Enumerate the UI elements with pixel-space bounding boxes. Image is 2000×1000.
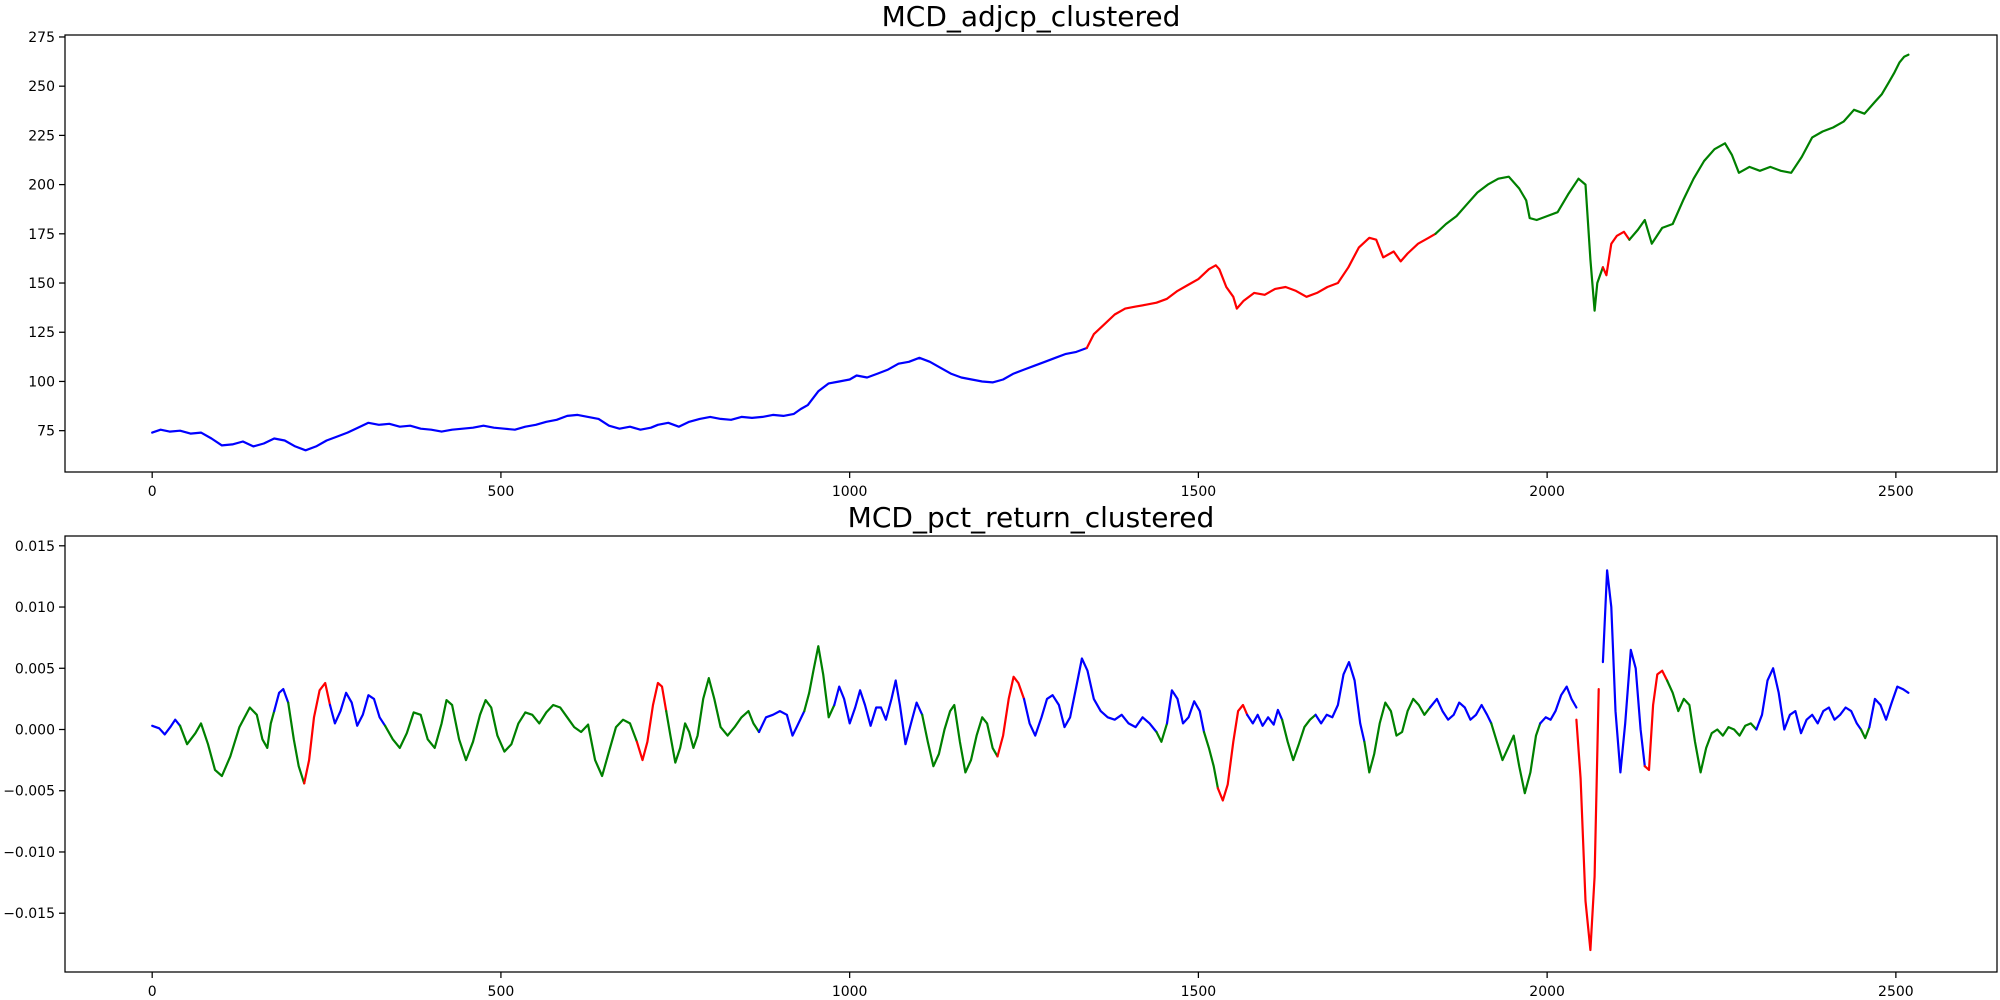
series-segment-blue bbox=[1165, 689, 1206, 734]
series-segment-blue bbox=[1246, 708, 1284, 727]
y-tick-label: 200 bbox=[28, 178, 55, 194]
series-segment-blue bbox=[1755, 667, 1863, 735]
series-segment-green bbox=[921, 703, 999, 774]
series-segment-green bbox=[1490, 722, 1542, 795]
series-segment-green bbox=[1202, 730, 1219, 790]
y-tick-label: 225 bbox=[28, 128, 55, 144]
y-tick-label: 0.010 bbox=[15, 600, 55, 616]
chart-title: MCD_adjcp_clustered bbox=[882, 0, 1181, 33]
series-segment-green bbox=[1666, 679, 1758, 774]
series-segment-green bbox=[384, 699, 638, 778]
series-segment-green bbox=[1363, 697, 1432, 774]
series-segment-red bbox=[1643, 669, 1669, 771]
x-tick-label: 2000 bbox=[1529, 984, 1565, 1000]
y-axis: −0.015 −0.010 −0.005 0.000 0.005 0.010 0.015 bbox=[3, 539, 65, 922]
series-segment-blue bbox=[1601, 569, 1646, 774]
series-segment-green bbox=[665, 677, 761, 764]
series-segment-green bbox=[803, 645, 836, 719]
y-axis: 75 100 125 150 175 200 225 250 275 bbox=[28, 30, 65, 440]
y-tick-label: 0.000 bbox=[15, 723, 55, 739]
series-segment-red bbox=[1085, 232, 1437, 350]
series-segment-blue bbox=[1539, 685, 1578, 725]
x-tick-label: 500 bbox=[488, 984, 515, 1000]
series-segment-blue bbox=[151, 346, 1088, 452]
plot-area bbox=[151, 569, 1910, 952]
y-tick-label: 0.015 bbox=[15, 539, 55, 555]
series-segment-blue bbox=[273, 688, 290, 713]
y-tick-label: −0.005 bbox=[3, 784, 55, 800]
y-tick-label: 125 bbox=[28, 325, 55, 341]
x-tick-label: 500 bbox=[488, 484, 515, 500]
chart-adjcp-clustered: MCD_adjcp_clustered 0 500 1000 1500 2000 2500… bbox=[28, 0, 1998, 500]
series-segment-blue bbox=[1868, 685, 1910, 729]
series-segment-red bbox=[1575, 688, 1600, 952]
series-segment-green bbox=[1628, 53, 1910, 245]
x-tick-label: 2000 bbox=[1529, 484, 1565, 500]
axes-frame bbox=[64, 34, 1998, 473]
y-tick-label: 150 bbox=[28, 276, 55, 292]
x-axis: 0 500 1000 1500 2000 2500 bbox=[148, 972, 1914, 1000]
series-segment-blue bbox=[151, 718, 182, 736]
x-tick-label: 1000 bbox=[832, 984, 868, 1000]
x-tick-label: 1500 bbox=[1181, 984, 1217, 1000]
x-tick-label: 1000 bbox=[832, 484, 868, 500]
axes-frame bbox=[64, 535, 1998, 973]
series-segment-red bbox=[1216, 703, 1249, 802]
series-segment-green bbox=[287, 701, 306, 785]
series-segment-blue bbox=[328, 691, 387, 727]
series-segment-green bbox=[1859, 726, 1871, 740]
chart-pct-return-clustered: MCD_pct_return_clustered 0 500 1000 1500 200… bbox=[3, 501, 1998, 1000]
series-segment-green bbox=[1434, 175, 1604, 312]
series-segment-red bbox=[996, 675, 1026, 758]
y-tick-label: 250 bbox=[28, 79, 55, 95]
series-segment-red bbox=[1601, 230, 1631, 277]
x-tick-label: 0 bbox=[148, 484, 157, 500]
series-segment-red bbox=[635, 681, 668, 762]
plot-area bbox=[151, 53, 1910, 452]
series-segment-green bbox=[1155, 722, 1169, 743]
x-tick-label: 2500 bbox=[1878, 984, 1914, 1000]
series-segment-blue bbox=[1428, 697, 1493, 725]
series-segment-green bbox=[179, 706, 276, 778]
series-segment-blue bbox=[833, 679, 924, 746]
series-segment-green bbox=[1281, 713, 1317, 762]
series-segment-blue bbox=[757, 710, 806, 737]
y-tick-label: 275 bbox=[28, 30, 55, 46]
x-tick-label: 1500 bbox=[1181, 484, 1217, 500]
y-tick-label: 175 bbox=[28, 227, 55, 243]
series-segment-blue bbox=[1314, 661, 1366, 743]
x-axis: 0 500 1000 1500 2000 2500 bbox=[148, 472, 1914, 500]
y-tick-label: 75 bbox=[37, 424, 55, 440]
x-tick-label: 0 bbox=[148, 984, 157, 1000]
chart-title: MCD_pct_return_clustered bbox=[848, 501, 1215, 534]
x-tick-label: 2500 bbox=[1878, 484, 1914, 500]
y-tick-label: −0.010 bbox=[3, 845, 55, 861]
series-segment-red bbox=[303, 681, 332, 785]
y-tick-label: 100 bbox=[28, 374, 55, 390]
y-tick-label: −0.015 bbox=[3, 906, 55, 922]
y-tick-label: 0.005 bbox=[15, 661, 55, 677]
series-segment-blue bbox=[1022, 657, 1158, 737]
